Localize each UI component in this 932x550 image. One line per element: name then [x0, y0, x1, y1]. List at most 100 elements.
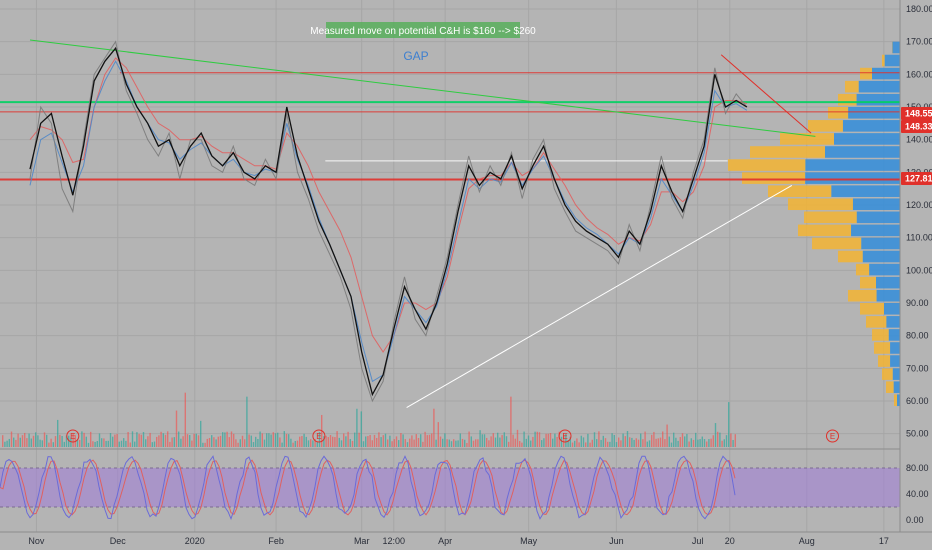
volume-bar: [488, 440, 490, 447]
volume-bar: [193, 433, 195, 447]
profile-bar-down-10: [742, 172, 806, 184]
volume-bar: [611, 433, 613, 447]
profile-bar-down-2: [860, 67, 872, 80]
volume-bar: [147, 436, 149, 447]
volume-bar: [101, 438, 103, 447]
profile-bar-up-18: [876, 276, 900, 289]
volume-bar: [316, 441, 318, 447]
x-tick-12: 17: [879, 536, 889, 546]
volume-bar: [442, 438, 444, 447]
volume-bar: [13, 437, 15, 447]
volume-bar: [684, 436, 686, 447]
volume-bar: [343, 433, 345, 447]
earnings-marker-label-2: E: [562, 432, 567, 441]
volume-bar: [446, 439, 448, 447]
volume-bar: [549, 432, 552, 447]
volume-bar: [329, 435, 332, 447]
profile-bar-down-27: [894, 394, 897, 407]
volume-bar: [701, 436, 703, 447]
volume-bar: [547, 433, 549, 447]
volume-bar: [61, 435, 63, 447]
volume-bar: [444, 433, 446, 447]
volume-bar: [633, 439, 635, 447]
profile-bar-up-7: [834, 133, 900, 145]
profile-bar-up-1: [884, 54, 900, 67]
volume-bar: [503, 432, 505, 447]
volume-bar: [184, 392, 186, 447]
volume-bar: [307, 440, 310, 447]
x-tick-11: Aug: [799, 536, 815, 546]
volume-bar: [569, 436, 571, 447]
volume-bar: [490, 436, 492, 447]
volume-bar: [156, 436, 158, 447]
volume-bar: [677, 440, 679, 447]
profile-bar-up-8: [825, 146, 900, 158]
volume-bar: [195, 433, 197, 447]
volume-bar: [261, 433, 263, 447]
profile-bar-down-14: [798, 224, 852, 237]
x-tick-1: Dec: [110, 536, 127, 546]
volume-bar: [334, 437, 336, 447]
volume-bar: [655, 438, 657, 447]
volume-bar: [552, 438, 554, 447]
volume-bar: [345, 436, 347, 447]
volume-bar: [200, 420, 202, 447]
profile-bar-down-17: [856, 263, 870, 276]
earnings-marker-3[interactable]: [826, 429, 839, 443]
volume-bar: [120, 440, 123, 447]
trendlines: [29, 39, 816, 408]
volume-bar: [281, 442, 283, 447]
volume-bar: [468, 431, 470, 447]
volume-bar: [292, 442, 294, 447]
volume-bar: [338, 437, 340, 447]
profile-bar-down-20: [860, 303, 884, 315]
volume-bar: [178, 431, 180, 447]
profile-bar-down-25: [882, 368, 893, 380]
profile-bar-up-22: [888, 329, 900, 341]
profile-bar-down-15: [812, 237, 862, 250]
volume-bar: [222, 432, 224, 447]
volume-bar: [708, 439, 710, 447]
volume-bar: [560, 436, 563, 447]
volume-bar: [107, 440, 109, 447]
volume-bar: [686, 433, 688, 447]
volume-bar: [30, 438, 32, 447]
x-tick-7: May: [520, 536, 538, 546]
price-badge-label-0: 148.55: [905, 109, 932, 119]
profile-bar-down-11: [768, 185, 832, 197]
annotation-text: Measured move on potential C&H is $160 -…: [310, 26, 536, 37]
volume-bar: [516, 429, 519, 447]
volume-bar: [255, 436, 257, 447]
volume-bar: [219, 435, 222, 447]
volume-bar: [439, 436, 442, 447]
volume-bar: [153, 441, 156, 447]
earnings-marker-0[interactable]: [66, 429, 80, 443]
x-tick-4: Mar: [354, 536, 370, 546]
volume-bar: [545, 433, 547, 447]
volume-bar: [290, 438, 292, 447]
y-tick-13: 50.00: [906, 429, 929, 439]
volume-bar: [499, 437, 501, 447]
volume-bar: [424, 431, 426, 447]
volume-bar: [70, 437, 72, 447]
volume-bar: [43, 432, 46, 447]
profile-bar-down-24: [878, 355, 891, 367]
volume-bar: [72, 432, 74, 447]
time-axis[interactable]: [0, 532, 932, 550]
volume-bar: [554, 433, 556, 447]
earnings-marker-1[interactable]: [312, 429, 326, 443]
volume-bar: [651, 434, 653, 447]
profile-bar-up-15: [861, 237, 900, 250]
volume-bar: [593, 432, 596, 447]
volume-bar: [54, 436, 57, 447]
volume-bar: [4, 441, 6, 447]
price-badge-label-1: 148.33: [905, 122, 932, 132]
trendline-0: [29, 39, 816, 137]
volume-bar: [525, 438, 527, 447]
volume-bar: [112, 436, 114, 447]
earnings-marker-2[interactable]: [558, 429, 572, 443]
volume-bar: [558, 431, 560, 447]
price-axis[interactable]: [900, 0, 932, 550]
profile-bar-up-5: [848, 107, 900, 119]
